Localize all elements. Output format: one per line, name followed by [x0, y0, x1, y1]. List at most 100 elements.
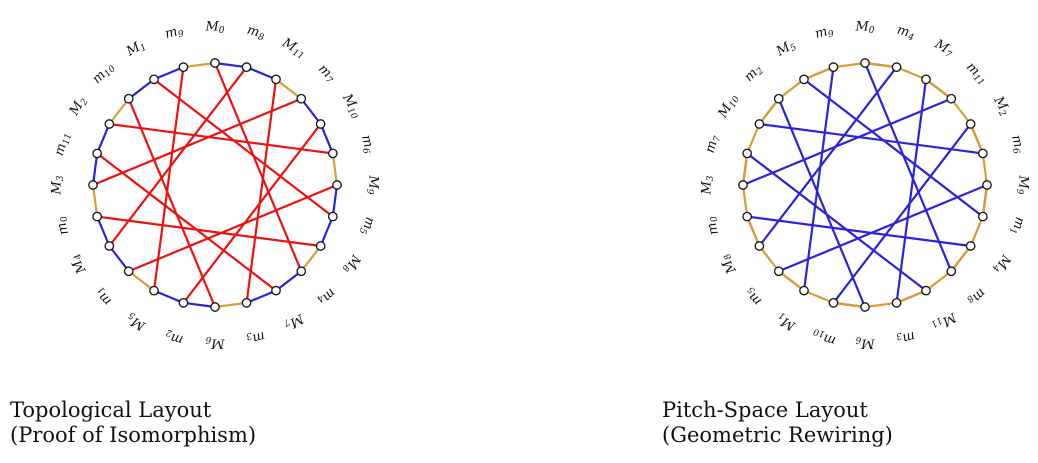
node-m6: [977, 148, 988, 159]
ring-edge: [895, 289, 928, 304]
node-M1: [149, 74, 159, 85]
chord-edge: [152, 66, 185, 292]
node-label-m7: m7: [314, 62, 339, 87]
node-label-m9: m9: [813, 23, 835, 44]
blue-edge: [863, 61, 953, 273]
node-m0: [92, 211, 103, 222]
node-m3: [891, 297, 902, 308]
caption-subtitle: (Geometric Rewiring): [662, 423, 893, 447]
node-M7: [271, 285, 281, 296]
node-label-M6: M6: [205, 334, 225, 351]
ring-edge: [969, 215, 984, 248]
node-label-m3: m3: [895, 327, 917, 348]
node-label-m4: m4: [314, 284, 339, 309]
ring-edge: [924, 78, 953, 100]
chord-edge: [108, 66, 248, 248]
node-m9: [178, 62, 189, 73]
node-m2: [178, 297, 189, 308]
node-label-m2: m2: [163, 327, 185, 348]
node-m5: [773, 266, 784, 277]
node-m4: [891, 62, 902, 73]
node-label-m8: m8: [245, 23, 267, 44]
node-M7: [921, 74, 931, 85]
node-M8: [754, 241, 765, 251]
ring-edge: [758, 97, 780, 126]
ring-edge: [274, 270, 303, 292]
ring-edge: [182, 61, 217, 69]
ring-edge: [832, 61, 867, 69]
ring-edge: [300, 97, 322, 126]
node-m0: [742, 211, 753, 222]
ring-edge: [777, 270, 806, 292]
node-label-M0: M0: [204, 20, 224, 37]
node-label-m1: m1: [92, 284, 116, 308]
ring-edge: [802, 289, 835, 304]
topological-layout-caption: Topological Layout (Proof of Isomorphism…: [10, 398, 256, 448]
chord-edge: [127, 97, 217, 309]
chord-edge: [182, 122, 322, 304]
ring-edge: [863, 301, 898, 309]
chord-edge: [108, 122, 334, 155]
blue-edge: [802, 66, 835, 292]
node-M10: [754, 119, 765, 129]
ring-edge: [758, 244, 780, 273]
node-m5: [327, 211, 338, 222]
ring-edge: [319, 215, 334, 248]
ring-edge: [802, 66, 835, 81]
ring-edge: [950, 97, 972, 126]
node-label-m3: m3: [245, 327, 267, 348]
node-label-M7: M7: [930, 36, 956, 60]
node-m7: [742, 148, 753, 159]
node-M2: [104, 119, 115, 129]
node-M1: [799, 285, 809, 296]
node-M3: [738, 180, 748, 190]
node-label-M4: M4: [67, 251, 91, 277]
node-M0: [210, 58, 220, 68]
node-label-m11: m11: [962, 60, 990, 88]
chord-edge: [127, 183, 339, 273]
ring-edge: [108, 244, 130, 273]
node-M9: [982, 180, 992, 190]
node-M4: [104, 241, 115, 251]
blue-edge: [895, 78, 928, 304]
node-label-m6: m6: [357, 133, 378, 155]
ring-edge: [152, 289, 185, 304]
node-m11: [92, 148, 103, 159]
node-M9: [332, 180, 342, 190]
node-label-M7: M7: [281, 309, 307, 333]
node-label-m0: m0: [53, 215, 74, 237]
ring-edge: [300, 244, 322, 273]
ring-edge: [969, 122, 984, 155]
node-M2: [965, 119, 976, 129]
node-label-M2: M2: [989, 93, 1013, 119]
node-label-M3: M3: [700, 175, 717, 195]
node-M11: [271, 74, 281, 85]
ring-edge: [895, 66, 928, 81]
chord-edge: [152, 78, 334, 218]
node-m10: [123, 93, 134, 104]
ring-edge: [777, 78, 806, 100]
node-label-M8: M8: [717, 251, 741, 277]
node-label-M11: M11: [278, 35, 309, 62]
node-label-m5: m5: [357, 215, 378, 237]
blue-edge: [777, 183, 989, 273]
node-m1: [977, 211, 988, 222]
ring-edge: [863, 61, 898, 69]
ring-edge: [981, 152, 989, 187]
node-m1: [123, 266, 134, 277]
blue-edge: [758, 66, 898, 248]
node-label-M8: M8: [339, 250, 363, 276]
ring-edge: [741, 152, 749, 187]
ring-edge: [96, 122, 111, 155]
ring-edge: [331, 152, 339, 187]
node-M6: [210, 302, 220, 312]
node-label-m7: m7: [703, 133, 724, 155]
ring-edge: [245, 289, 278, 304]
caption-title: Pitch-Space Layout: [662, 398, 868, 422]
blue-edge: [746, 215, 972, 248]
node-label-m9: m9: [163, 23, 185, 44]
blue-edge: [758, 122, 984, 155]
chord-edge: [96, 152, 278, 292]
